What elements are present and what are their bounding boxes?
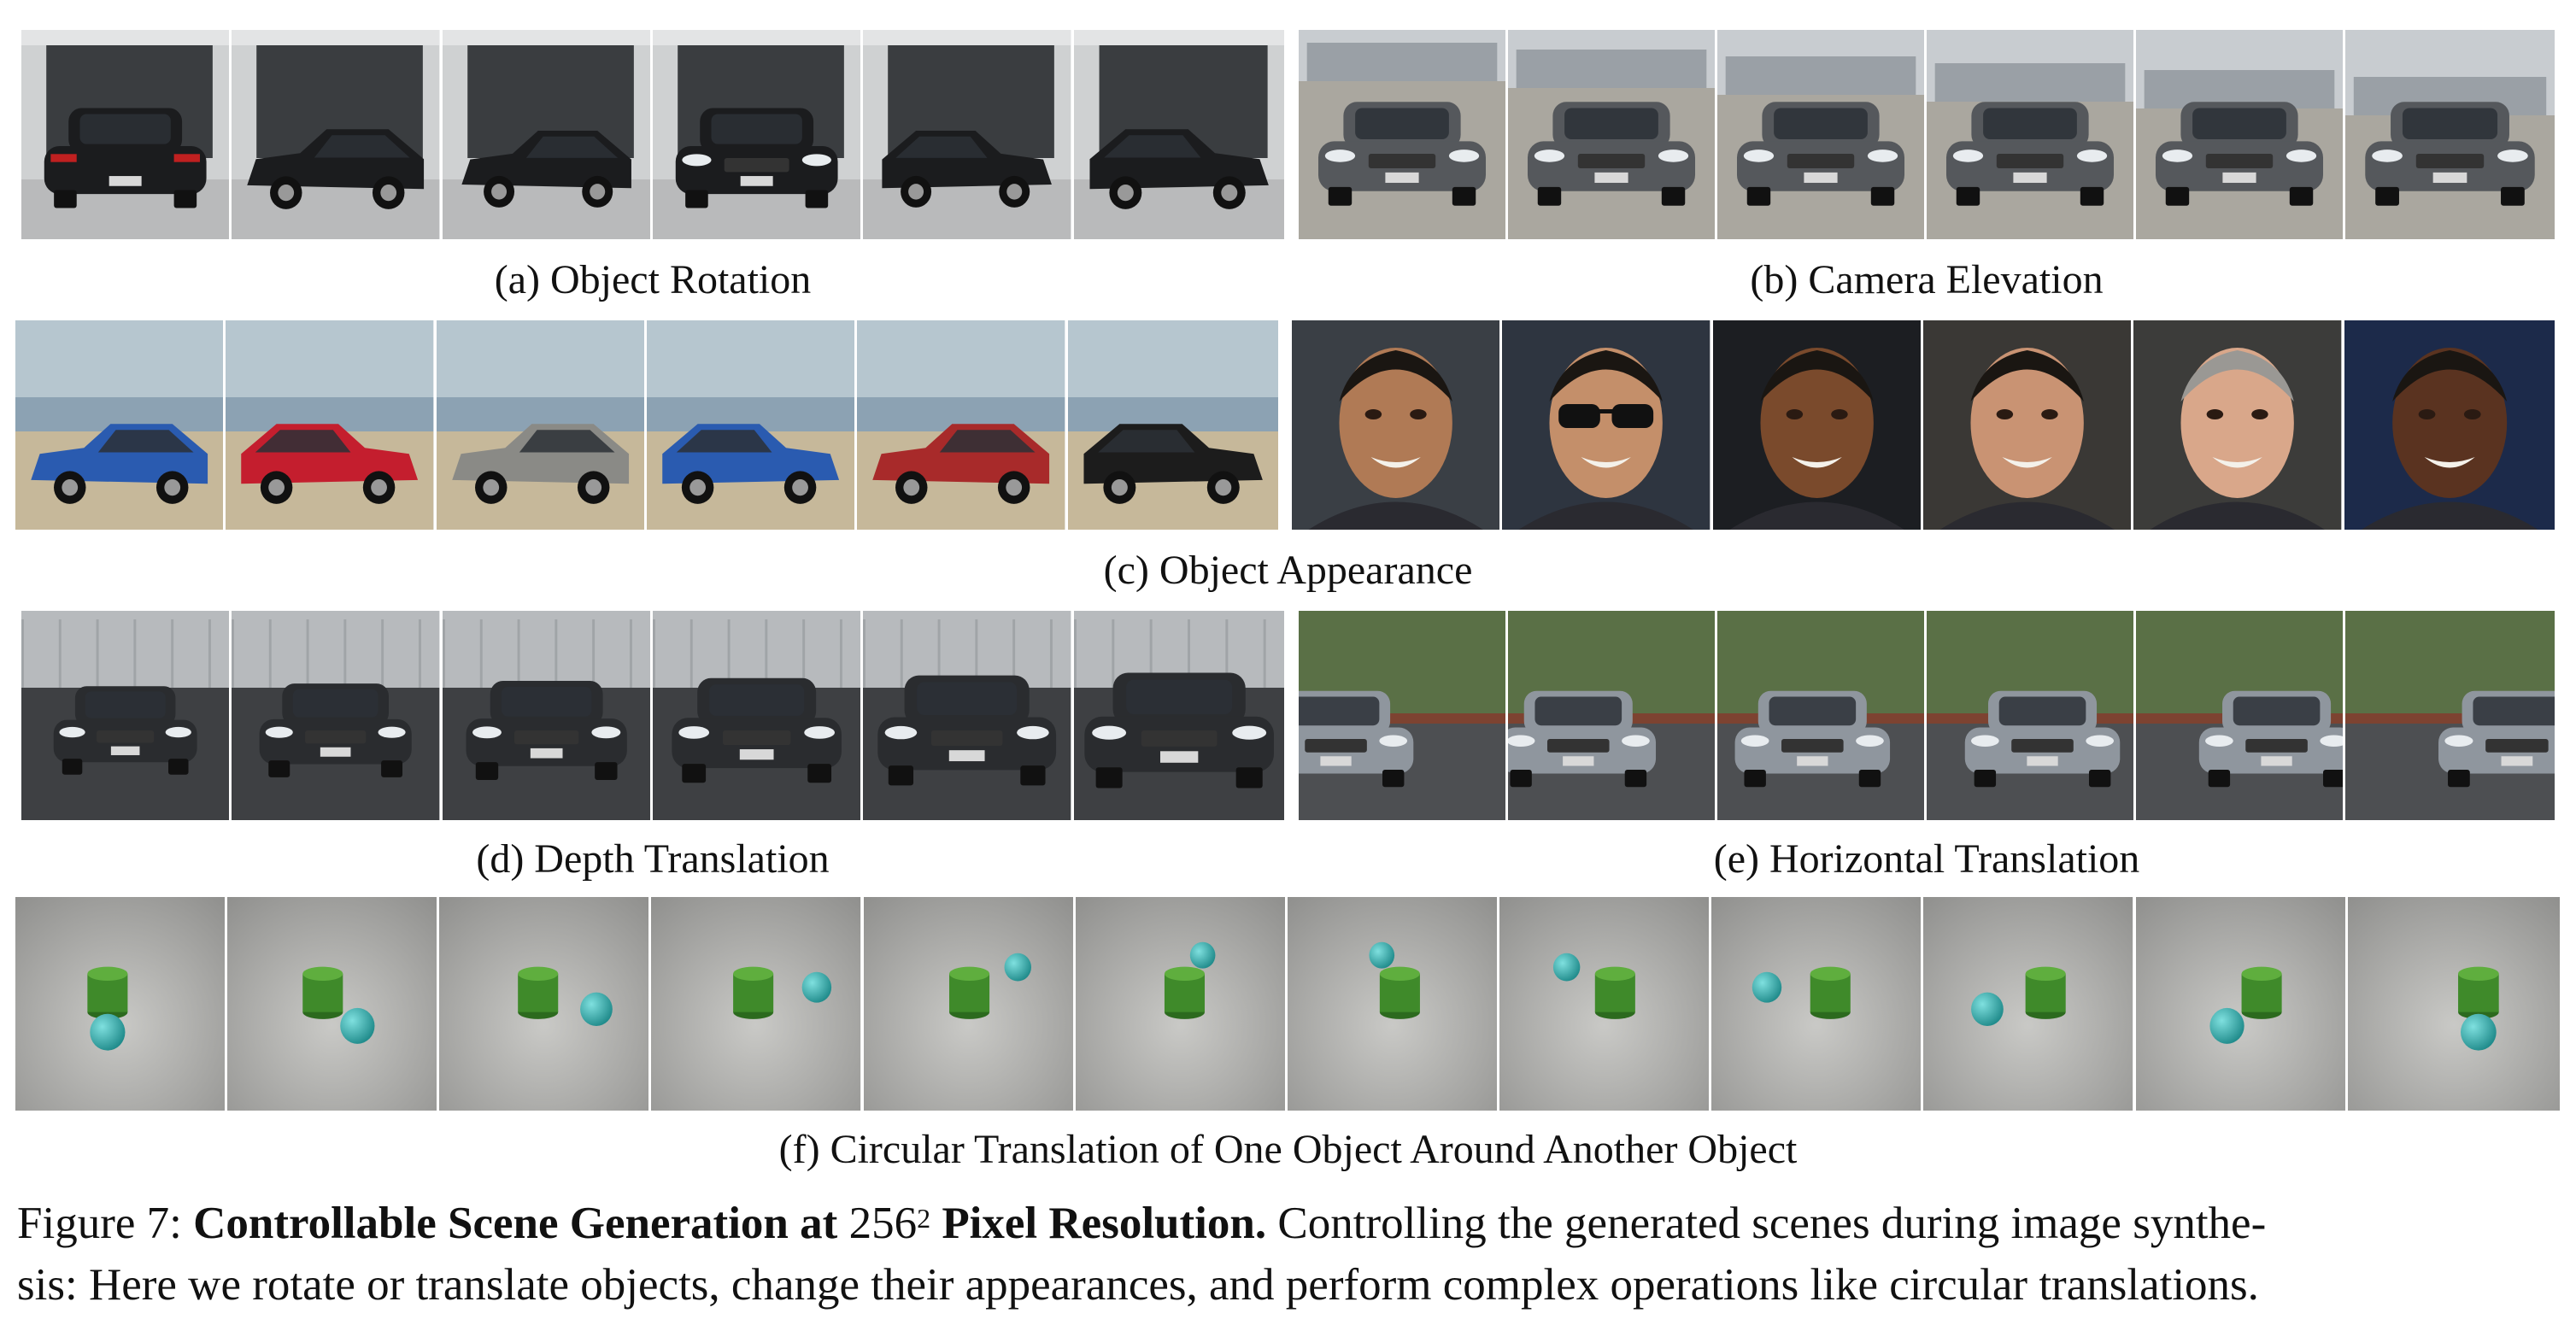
appearance-face-frame-6: [2344, 320, 2555, 530]
figure-title-part2: Pixel Resolution.: [942, 1199, 1267, 1248]
circular-frame-9: [1711, 897, 1924, 1111]
appearance-car-frame-1: [15, 320, 226, 530]
depth-frame-3: [442, 611, 653, 820]
caption-circular-translation: (f) Circular Translation of One Object A…: [778, 1127, 1798, 1172]
panel-camera-elevation: [1299, 30, 2555, 239]
rotation-frame-4: [652, 30, 864, 239]
depth-frame-2: [232, 611, 443, 820]
depth-frame-1: [21, 611, 232, 820]
figure-title-part1: Controllable Scene Generation at: [193, 1199, 838, 1248]
circular-frame-2: [227, 897, 440, 1111]
panel-horizontal-translation: [1299, 611, 2555, 820]
circular-frame-1: [15, 897, 228, 1111]
caption-horizontal-translation: (e) Horizontal Translation: [1713, 836, 2140, 882]
panel-object-appearance-cars: [15, 320, 1278, 530]
caption-depth-translation: (d) Depth Translation: [476, 836, 830, 882]
figure-caption: Figure 7: Controllable Scene Generation …: [17, 1193, 2563, 1316]
appearance-face-frame-3: [1712, 320, 1923, 530]
panel-depth-translation: [21, 611, 1284, 820]
appearance-face-frame-2: [1502, 320, 1713, 530]
appearance-car-frame-5: [857, 320, 1068, 530]
caption-camera-elevation: (b) Camera Elevation: [1750, 257, 2104, 302]
elevation-frame-2: [1508, 30, 1717, 239]
horizontal-frame-6: [2345, 611, 2555, 820]
circular-frame-7: [1287, 897, 1500, 1111]
rotation-frame-1: [21, 30, 232, 239]
figure-caption-line-1: Figure 7: Controllable Scene Generation …: [17, 1193, 2563, 1254]
appearance-face-frame-5: [2133, 320, 2344, 530]
circular-frame-12: [2347, 897, 2560, 1111]
panel-object-rotation: [21, 30, 1284, 239]
elevation-frame-5: [2136, 30, 2345, 239]
caption-object-rotation: (a) Object Rotation: [494, 257, 812, 302]
elevation-frame-1: [1299, 30, 1508, 239]
figure-label: Figure 7:: [17, 1199, 182, 1248]
appearance-car-frame-4: [646, 320, 858, 530]
figure-title-math: 2562: [848, 1199, 931, 1248]
depth-frame-5: [863, 611, 1074, 820]
horizontal-frame-4: [1927, 611, 2136, 820]
appearance-car-frame-2: [226, 320, 437, 530]
elevation-frame-3: [1717, 30, 1927, 239]
elevation-frame-6: [2345, 30, 2555, 239]
circular-frame-4: [651, 897, 864, 1111]
horizontal-frame-2: [1508, 611, 1717, 820]
circular-frame-10: [1923, 897, 2136, 1111]
appearance-face-frame-4: [1922, 320, 2134, 530]
rotation-frame-3: [442, 30, 653, 239]
figure-body-line-1: Controlling the generated scenes during …: [1277, 1199, 2267, 1248]
rotation-frame-5: [863, 30, 1074, 239]
horizontal-frame-5: [2136, 611, 2345, 820]
circular-frame-8: [1499, 897, 1712, 1111]
figure-body-line-2: sis: Here we rotate or translate objects…: [17, 1260, 2259, 1310]
circular-frame-3: [439, 897, 652, 1111]
circular-frame-11: [2135, 897, 2348, 1111]
circular-frame-5: [863, 897, 1076, 1111]
circular-frame-6: [1075, 897, 1288, 1111]
depth-frame-4: [652, 611, 864, 820]
appearance-face-frame-1: [1292, 320, 1503, 530]
caption-object-appearance: (c) Object Appearance: [1103, 548, 1473, 593]
rotation-frame-6: [1073, 30, 1284, 239]
depth-frame-6: [1073, 611, 1284, 820]
horizontal-frame-3: [1717, 611, 1927, 820]
panel-circular-translation: [15, 897, 2560, 1111]
elevation-frame-4: [1927, 30, 2136, 239]
appearance-car-frame-3: [436, 320, 647, 530]
horizontal-frame-1: [1299, 611, 1508, 820]
rotation-frame-2: [232, 30, 443, 239]
panel-object-appearance-faces: [1292, 320, 2555, 530]
appearance-car-frame-6: [1067, 320, 1278, 530]
